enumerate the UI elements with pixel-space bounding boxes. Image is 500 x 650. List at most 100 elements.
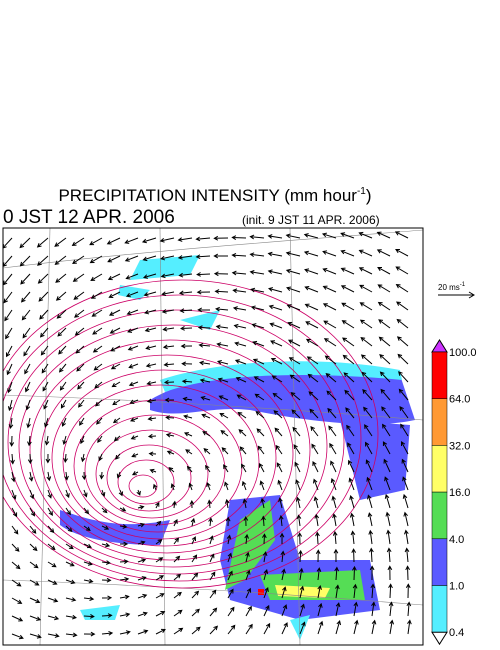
wind-arrow	[173, 609, 183, 617]
wind-arrow	[131, 471, 139, 476]
wind-arrow	[272, 392, 283, 401]
wind-arrow	[37, 255, 49, 266]
wind-arrow	[144, 327, 157, 333]
wind-arrow	[209, 589, 217, 599]
isobar	[73, 399, 243, 533]
wind-arrow	[323, 320, 337, 329]
wind-arrow	[238, 429, 247, 437]
wind-arrow	[77, 381, 85, 390]
wind-arrow	[101, 542, 111, 548]
wind-arrow	[173, 537, 180, 545]
wind-arrow	[361, 371, 373, 383]
wind-arrow	[118, 489, 124, 497]
wind-arrow	[377, 301, 391, 311]
wind-arrow	[55, 273, 67, 283]
wind-arrow	[325, 373, 337, 383]
wind-arrow	[27, 435, 32, 447]
wind-arrow	[227, 570, 233, 581]
wind-arrow	[11, 543, 20, 552]
wind-arrow	[3, 273, 13, 286]
wind-arrow	[273, 410, 283, 419]
wind-arrow	[196, 272, 211, 277]
wind-arrow	[57, 327, 67, 337]
wind-arrow	[119, 576, 130, 582]
wind-arrow	[177, 237, 193, 242]
wind-arrow	[281, 586, 287, 599]
wind-arrow	[309, 408, 319, 419]
wind-arrow	[201, 413, 211, 419]
wind-arrow	[297, 532, 303, 545]
wind-arrow	[220, 430, 229, 437]
wind-arrow	[163, 379, 175, 385]
wind-arrow	[65, 597, 77, 602]
wind-arrow	[3, 255, 13, 267]
wind-arrow	[11, 471, 16, 483]
wind-arrow	[395, 248, 409, 257]
wind-scale-arrow	[438, 291, 475, 299]
wind-arrow	[83, 561, 93, 566]
wind-arrow	[261, 515, 266, 527]
wind-arrow	[188, 482, 193, 491]
wind-arrow	[263, 586, 269, 599]
wind-arrow	[107, 273, 121, 281]
wind-arrow	[162, 326, 175, 332]
wind-arrow	[173, 573, 182, 581]
wind-arrow	[130, 417, 139, 422]
wind-arrow	[312, 460, 319, 473]
wind-arrow	[217, 377, 229, 383]
wind-arrow	[270, 358, 283, 365]
wind-arrow	[239, 446, 247, 455]
wind-arrow	[64, 471, 69, 481]
wind-arrow	[180, 326, 193, 331]
title: PRECIPITATION INTENSITY (mm hour-1)	[58, 186, 371, 205]
wind-arrow	[276, 462, 283, 473]
wind-arrow	[54, 237, 67, 247]
wind-arrow	[197, 307, 211, 313]
wind-arrow	[346, 424, 355, 437]
wind-arrow	[281, 622, 288, 635]
wind-arrow	[263, 622, 271, 635]
wind-arrow	[179, 308, 193, 313]
wind-arrow	[141, 237, 157, 244]
wind-arrow	[342, 337, 355, 347]
wind-arrow	[108, 309, 121, 316]
wind-arrow	[351, 548, 357, 563]
wind-arrow	[332, 513, 337, 527]
wind-arrow	[119, 541, 129, 547]
wind-arrow	[155, 628, 166, 635]
wind-arrow	[304, 303, 319, 311]
wind-arrow	[231, 252, 247, 258]
wind-arrow	[95, 399, 103, 407]
wind-arrow	[199, 360, 211, 366]
wind-arrow	[250, 305, 265, 311]
wind-arrow	[177, 255, 193, 260]
wind-arrow	[78, 399, 85, 408]
init-time: (init. 9 JST 11 APR. 2006)	[242, 213, 380, 227]
wind-arrow	[364, 424, 373, 437]
wind-arrow	[155, 611, 166, 617]
wind-arrow	[6, 363, 13, 376]
wind-arrow	[127, 327, 139, 333]
wind-arrow	[83, 507, 90, 515]
wind-arrow	[71, 237, 85, 247]
wind-arrow	[11, 633, 24, 640]
wind-arrow	[396, 318, 409, 329]
wind-arrow	[47, 525, 55, 534]
wind-arrow	[8, 417, 14, 430]
wind-arrow	[289, 374, 301, 383]
wind-arrow	[313, 496, 319, 509]
wind-arrow	[242, 498, 248, 509]
wind-arrow	[21, 309, 31, 321]
wind-arrow	[308, 391, 319, 401]
wind-arrow	[142, 273, 157, 279]
wind-arrow	[258, 462, 265, 473]
wind-arrow	[347, 459, 355, 473]
wind-arrow	[304, 286, 319, 293]
wind-arrow	[322, 303, 337, 311]
wind-arrow	[11, 507, 18, 518]
wind-arrow	[101, 630, 114, 636]
wind-arrow	[196, 289, 211, 295]
wind-arrow	[207, 499, 212, 509]
wind-arrow	[314, 513, 320, 527]
wind-arrow	[11, 615, 24, 622]
